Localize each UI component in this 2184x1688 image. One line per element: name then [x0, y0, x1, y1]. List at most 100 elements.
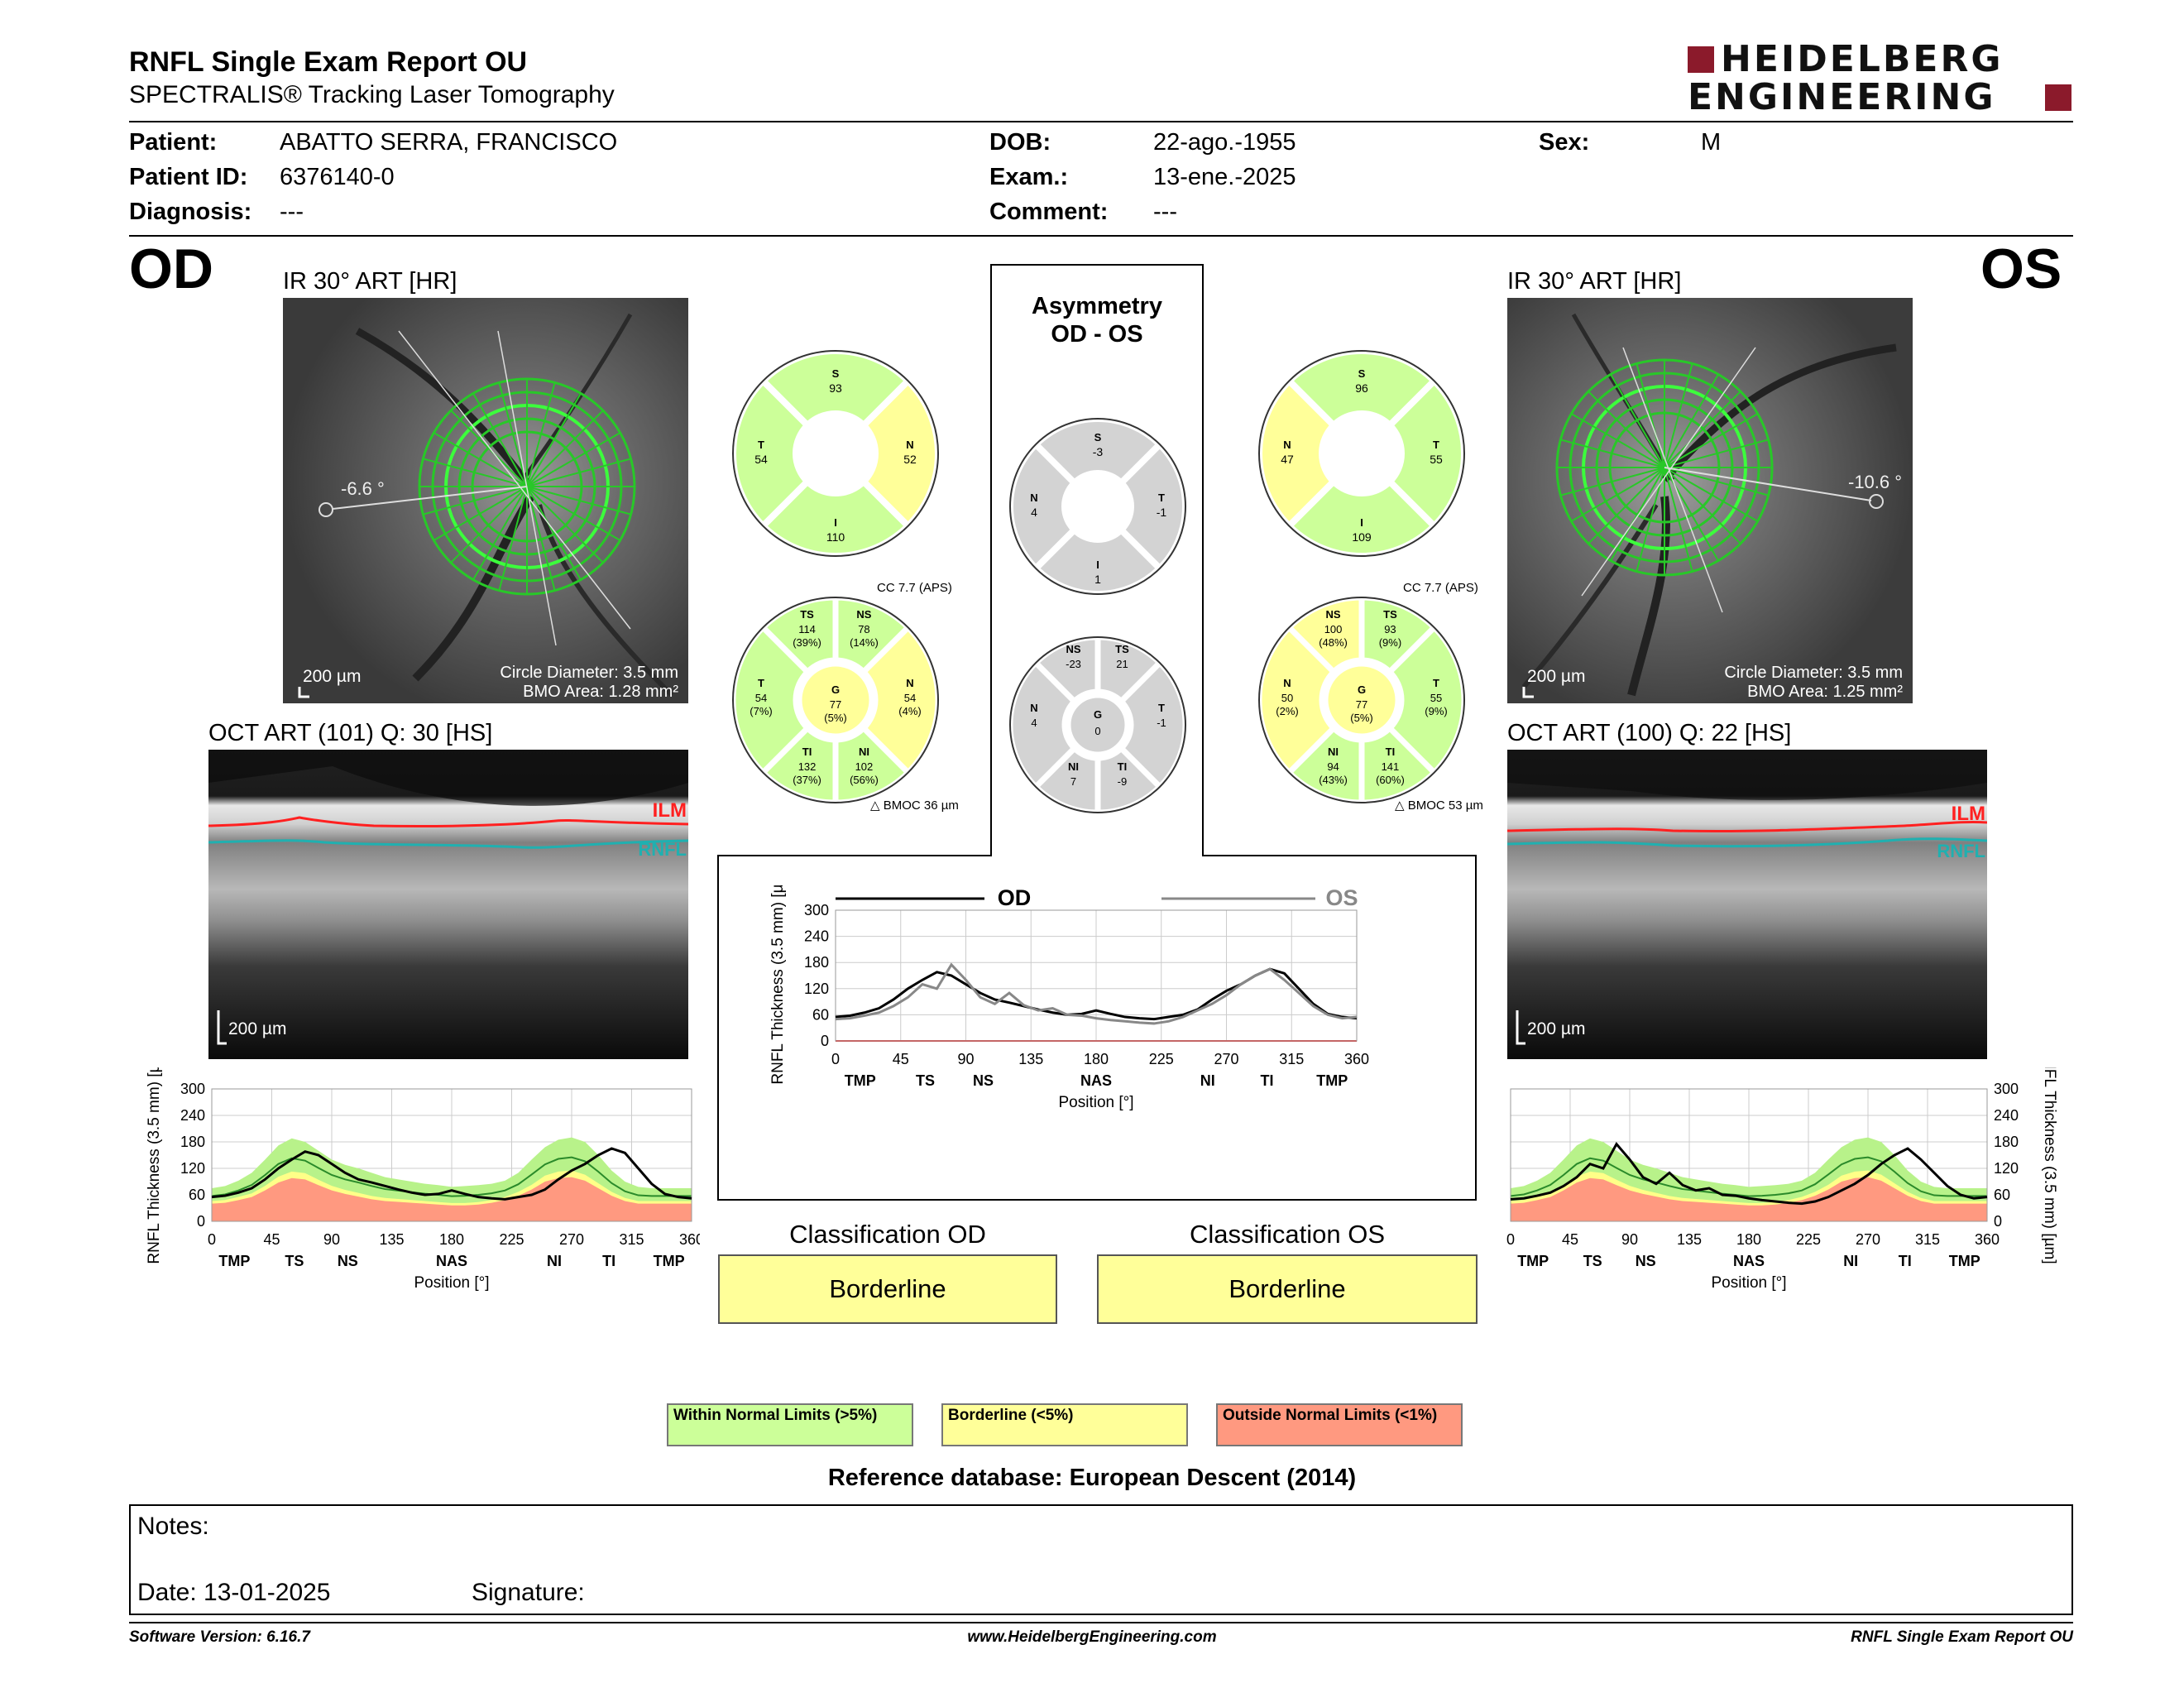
x-tick-label: 225	[499, 1231, 524, 1248]
sector-label: TMP	[654, 1253, 685, 1269]
os-sector-NI-percent: (43%)	[1319, 774, 1348, 786]
od-sector-TI-label: TI	[802, 746, 812, 758]
od-circle-diameter: Circle Diameter: 3.5 mm	[500, 664, 678, 682]
radial-scan-line	[498, 486, 528, 591]
x-tick-label: 270	[559, 1231, 584, 1248]
sector-label: TMP	[218, 1253, 250, 1269]
x-tick-label: 0	[1506, 1231, 1515, 1248]
y-tick-label: 180	[180, 1134, 205, 1150]
os-bmoc-label: △ BMOC 53 µm	[1395, 798, 1483, 813]
asym-sector-N-value: 4	[1031, 717, 1037, 729]
os-bmo-area: BMO Area: 1.25 mm²	[1747, 683, 1903, 701]
asym-sector-TS-label: TS	[1115, 643, 1129, 655]
asym-sector-TI-label: TI	[1118, 760, 1128, 773]
radial-scan-line	[1664, 363, 1693, 468]
asym-sector-NI-value: 7	[1070, 775, 1076, 788]
x-tick-label: 45	[1562, 1231, 1578, 1248]
os-sector-G-label: G	[1358, 683, 1366, 696]
y-tick-label: 240	[180, 1107, 205, 1124]
radial-scan-line	[450, 410, 528, 487]
os-sector-NS-value: 100	[1324, 623, 1343, 635]
od-sector-T-label: T	[758, 677, 764, 689]
os-sector-NS-label: NS	[1326, 608, 1341, 621]
x-axis-label: Position [°]	[1058, 1094, 1133, 1111]
radial-scan-line	[526, 458, 631, 487]
x-tick-label: 90	[1621, 1231, 1638, 1248]
sector-label: NI	[1200, 1072, 1215, 1089]
os-oct-image: ILM RNFL 200 µm	[1507, 750, 1987, 1059]
legend-outside: Outside Normal Limits (<1%)	[1216, 1403, 1463, 1446]
exam-label: Exam.:	[989, 164, 1069, 190]
od-fundus-image: -6.6 ° 200 µm Circle Diameter: 3.5 mm BM…	[283, 298, 688, 703]
os-sector-T-value: 55	[1430, 692, 1442, 704]
sector-label: TMP	[1316, 1072, 1348, 1089]
x-tick-label: 315	[1279, 1051, 1304, 1067]
date-label: Date: 13-01-2025	[137, 1579, 331, 1606]
sector-label: NS	[973, 1072, 994, 1089]
os-cc-label: CC 7.7 (APS)	[1403, 581, 1478, 595]
comparison-chart: 0 60 120 180 240 300 0 45 90 135 180 225 270 315 360 TM…	[769, 885, 1369, 1111]
od-sector-TS-label: TS	[800, 608, 814, 621]
x-tick-label: 135	[379, 1231, 404, 1248]
dob-value: 22-ago.-1955	[1153, 129, 1296, 156]
sector-label: TI	[602, 1253, 615, 1269]
os-thickness-chart: 0 60 120 180 240 300 0 45 90 135 180 225 270 315 360 TM…	[1506, 1067, 2058, 1292]
sex-value: M	[1701, 129, 1722, 156]
od-ilm-label: ILM	[652, 799, 687, 822]
od-oct-svg	[208, 750, 688, 1059]
patient-divider	[129, 235, 2073, 237]
patient-id-value: 6376140-0	[280, 164, 395, 190]
sector-label: NI	[547, 1253, 562, 1269]
y-axis-label: RNFL Thickness (3.5 mm) [µm]	[2041, 1067, 2058, 1264]
y-tick-label: 60	[812, 1006, 829, 1023]
y-tick-label: 180	[804, 954, 829, 971]
od-fundus-svg	[283, 298, 688, 703]
y-tick-label: 180	[1994, 1134, 2019, 1150]
od-ir-caption: IR 30° ART [HR]	[283, 268, 457, 295]
od-sector-NS-label: NS	[856, 608, 871, 621]
radial-scan-line	[1588, 467, 1665, 544]
asymmetry-subtitle: OD - OS	[1051, 321, 1143, 348]
series-line-thickness	[211, 1147, 692, 1201]
asym-quadrant-I-value: 1	[1094, 573, 1101, 586]
os-scale-label: 200 µm	[1527, 667, 1586, 686]
sector-label: TS	[1583, 1253, 1602, 1269]
od-sector-NI-label: NI	[859, 746, 869, 758]
os-sector-G-value: 77	[1356, 698, 1367, 711]
od-sector-NI-value: 102	[855, 760, 874, 773]
x-tick-label: 90	[323, 1231, 340, 1248]
radial-scan-line	[526, 486, 556, 591]
od-sector-diagram: TS114(39%)NS78(14%)N54(4%)NI102(56%)TI13…	[730, 594, 941, 806]
sector-label: TI	[1899, 1253, 1912, 1269]
sector-label: NAS	[1733, 1253, 1765, 1269]
legend-od-label: OD	[998, 885, 1032, 910]
sector-label: NAS	[1080, 1072, 1112, 1089]
os-ilm-label: ILM	[1951, 803, 1985, 825]
od-sector-TS-percent: (39%)	[793, 636, 821, 649]
y-tick-label: 60	[1994, 1187, 2010, 1203]
radial-scan-line	[433, 486, 528, 541]
y-tick-label: 0	[821, 1033, 829, 1049]
sector-label: TS	[285, 1253, 304, 1269]
radial-scan-line	[526, 486, 582, 581]
radial-scan-line	[433, 432, 528, 487]
asym-quadrant-T-value: -1	[1157, 506, 1167, 519]
y-tick-label: 120	[1994, 1160, 2019, 1177]
y-axis-label: RNFL Thickness (3.5 mm) [µm]	[146, 1067, 163, 1264]
radial-scan-line	[1664, 413, 1759, 468]
radial-scan-line	[472, 392, 528, 487]
os-rnfl-label: RNFL	[1937, 841, 1985, 861]
plot-frame	[211, 1088, 692, 1222]
radial-scan-line	[526, 392, 582, 487]
od-sector-TI-percent: (37%)	[793, 774, 821, 786]
os-quadrant-S-label: S	[1358, 367, 1366, 380]
od-sector-NS-percent: (14%)	[850, 636, 879, 649]
x-tick-label: 45	[893, 1051, 909, 1067]
os-bmoc-value: BMOC 53 µm	[1407, 798, 1483, 813]
diagnosis-value: ---	[280, 199, 304, 225]
os-sector-TI-value: 141	[1382, 760, 1400, 773]
website-link[interactable]: www.HeidelbergEngineering.com	[967, 1628, 1217, 1646]
os-eye-label: OS	[1980, 237, 2062, 300]
